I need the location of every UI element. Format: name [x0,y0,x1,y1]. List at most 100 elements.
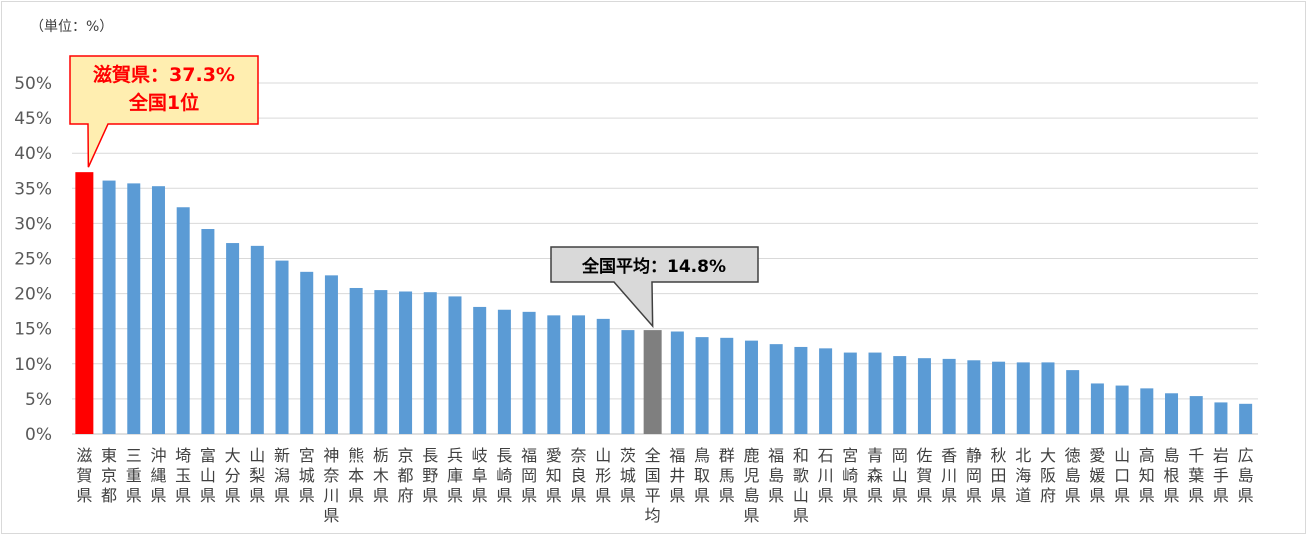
callout-label-top: 全国1位 [128,91,199,114]
x-tick-label: 全国平均 [645,446,661,525]
x-tick-label: 奈良県 [571,446,587,505]
bar [473,306,487,434]
x-tick-label: 岡山県 [892,446,908,505]
bar [448,296,462,434]
unit-label: （単位：%） [30,19,114,35]
y-tick-label: 25% [14,250,52,270]
bar [572,315,586,434]
y-tick-label: 0% [25,425,52,445]
callout-box-average [550,246,759,329]
bar [275,260,289,434]
x-tick-label: 山梨県 [249,446,265,505]
bar [423,292,437,434]
bar [324,275,338,434]
x-tick-label: 東京都 [101,446,117,505]
bar [226,243,240,434]
x-tick-label: 岩手県 [1213,446,1229,505]
bar [1239,403,1253,434]
gridlines [72,82,1258,435]
bar [1140,388,1154,434]
x-tick-label: 静岡県 [966,446,982,505]
x-tick-label: 石川県 [818,446,834,505]
bar [769,344,783,434]
x-tick-label: 徳島県 [1065,446,1081,505]
x-tick-label: 京都府 [398,446,414,505]
bar [1115,385,1129,434]
x-tick-label: 千葉県 [1188,446,1204,505]
bar [102,180,116,434]
x-tick-label: 大分県 [225,446,241,505]
y-tick-label: 15% [14,320,52,340]
bar [300,271,314,434]
x-tick-label: 青森県 [867,446,883,505]
bar [547,315,561,434]
bar [695,337,709,434]
x-tick-label: 山形県 [595,446,611,505]
bar [349,287,363,434]
x-tick-label: 三重県 [126,446,142,505]
x-tick-label: 神奈川県 [323,446,339,525]
y-tick-label: 30% [14,214,52,234]
x-tick-label: 長野県 [422,446,438,505]
bar [720,337,734,434]
bar [374,290,388,434]
bar [151,186,165,434]
x-tick-label: 大阪府 [1040,446,1056,505]
bar [819,348,833,434]
x-tick-label: 和歌山県 [793,446,809,525]
x-tick-label: 山口県 [1114,446,1130,505]
y-axis-ticks: 0% 5% 10% 15% 20% 25% 30% 35% 40% 45% 50% [14,74,52,445]
x-axis-labels: 滋賀県東京都三重県沖縄県埼玉県富山県大分県山梨県新潟県宮城県神奈川県熊本県栃木県… [76,446,1253,525]
x-tick-label: 愛媛県 [1089,446,1105,505]
x-tick-label: 沖縄県 [150,446,166,505]
x-tick-label: 富山県 [200,446,216,505]
x-tick-label: 栃木県 [373,446,389,505]
x-tick-label: 鳥取県 [694,446,710,505]
bar [843,352,857,434]
bar [176,207,190,434]
x-tick-label: 北海道 [1015,446,1031,505]
x-tick-label: 宮城県 [299,446,315,505]
x-tick-label: 福島県 [768,446,784,505]
y-tick-label: 10% [14,355,52,375]
bar [967,360,981,434]
y-tick-label: 35% [14,179,52,199]
bar [942,358,956,434]
bar [399,291,413,434]
x-tick-label: 滋賀県 [76,446,92,505]
bar [596,318,610,434]
x-tick-label: 兵庫県 [447,446,463,505]
x-tick-label: 埼玉県 [175,446,191,505]
bar [917,358,931,434]
x-tick-label: 広島県 [1238,446,1254,505]
x-tick-label: 秋田県 [991,446,1007,505]
callout-label-top: 滋賀県：37.3% [93,63,235,86]
bar [794,346,808,434]
x-tick-label: 鹿児島県 [743,446,759,525]
bar [621,330,635,434]
bar [1041,362,1055,434]
bar [893,356,907,434]
bar [744,340,758,434]
y-tick-label: 45% [14,109,52,129]
x-tick-label: 福井県 [669,446,685,505]
bar [643,330,662,434]
bar [522,311,536,434]
bar [75,172,94,435]
y-tick-label: 5% [25,390,52,410]
bar [127,183,141,434]
x-tick-label: 島根県 [1164,446,1180,505]
bar [497,309,511,434]
x-tick-label: 岐阜県 [472,446,488,505]
x-tick-label: 熊本県 [348,446,364,505]
bar [250,245,264,434]
bar [201,229,215,434]
x-tick-label: 香川県 [941,446,957,505]
bar [992,361,1006,434]
x-tick-label: 愛知県 [546,446,562,505]
x-tick-label: 佐賀県 [916,446,932,505]
bar [1066,370,1080,434]
bar [1214,402,1228,434]
